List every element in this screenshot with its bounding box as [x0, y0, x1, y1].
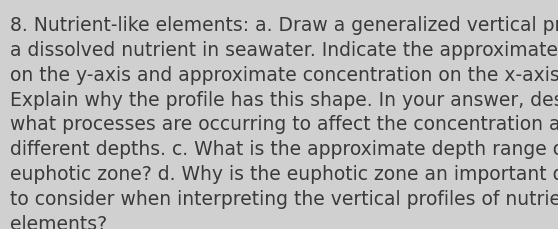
Text: what processes are occurring to affect the concentration at: what processes are occurring to affect t… [10, 115, 558, 134]
Text: to consider when interpreting the vertical profiles of nutrient-like: to consider when interpreting the vertic… [10, 189, 558, 208]
Text: a dissolved nutrient in seawater. Indicate the approximate depth: a dissolved nutrient in seawater. Indica… [10, 41, 558, 60]
Text: 8. Nutrient-like elements: a. Draw a generalized vertical profile of: 8. Nutrient-like elements: a. Draw a gen… [10, 16, 558, 35]
Text: euphotic zone? d. Why is the euphotic zone an important depth: euphotic zone? d. Why is the euphotic zo… [10, 164, 558, 183]
Text: different depths. c. What is the approximate depth range of the: different depths. c. What is the approxi… [10, 140, 558, 159]
Text: Explain why the profile has this shape. In your answer, describe: Explain why the profile has this shape. … [10, 90, 558, 109]
Text: on the y-axis and approximate concentration on the x-axis. b.: on the y-axis and approximate concentrat… [10, 65, 558, 85]
Text: elements?: elements? [10, 214, 107, 229]
